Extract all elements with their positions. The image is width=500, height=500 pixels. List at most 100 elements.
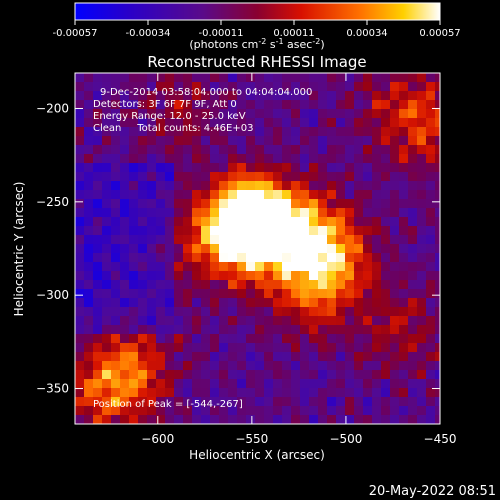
- heatmap-cell: [147, 136, 156, 145]
- heatmap-cell: [336, 289, 345, 298]
- heatmap-cell: [354, 163, 363, 172]
- heatmap-cell: [84, 154, 93, 163]
- heatmap-cell: [372, 235, 381, 244]
- heatmap-cell: [300, 406, 309, 415]
- heatmap-cell: [363, 415, 372, 424]
- heatmap-cell: [363, 145, 372, 154]
- heatmap-cell: [300, 91, 309, 100]
- colorbar-label: (photons cm-2 s-1 asec-2): [189, 37, 324, 51]
- heatmap-cell: [129, 253, 138, 262]
- heatmap-cell: [282, 343, 291, 352]
- heatmap-cell: [363, 244, 372, 253]
- heatmap-cell: [399, 406, 408, 415]
- heatmap-cell: [345, 406, 354, 415]
- heatmap-cell: [129, 73, 138, 82]
- heatmap-cell: [210, 334, 219, 343]
- heatmap-cell: [327, 118, 336, 127]
- heatmap-cell: [111, 163, 120, 172]
- heatmap-cell: [174, 136, 183, 145]
- heatmap-cell: [390, 217, 399, 226]
- heatmap-cell: [183, 415, 192, 424]
- heatmap-cell: [318, 397, 327, 406]
- heatmap-cell: [237, 163, 246, 172]
- heatmap-cell: [363, 334, 372, 343]
- heatmap-cell: [219, 406, 228, 415]
- heatmap-cell: [165, 136, 174, 145]
- heatmap-cell: [408, 154, 417, 163]
- heatmap-cell: [183, 172, 192, 181]
- heatmap-cell: [399, 235, 408, 244]
- heatmap-cell: [345, 343, 354, 352]
- heatmap-cell: [228, 352, 237, 361]
- heatmap-cell: [129, 352, 138, 361]
- heatmap-cell: [300, 379, 309, 388]
- heatmap-cell: [390, 298, 399, 307]
- heatmap-cell: [327, 235, 336, 244]
- heatmap-cell: [363, 343, 372, 352]
- heatmap-cell: [210, 307, 219, 316]
- heatmap-cell: [327, 415, 336, 424]
- heatmap-cell: [129, 415, 138, 424]
- heatmap-cell: [273, 289, 282, 298]
- heatmap-cell: [390, 172, 399, 181]
- heatmap-cell: [300, 145, 309, 154]
- heatmap-cell: [273, 91, 282, 100]
- heatmap-cell: [264, 136, 273, 145]
- heatmap-cell: [228, 316, 237, 325]
- heatmap-cell: [246, 388, 255, 397]
- info-line: Clean Total counts: 4.46E+03: [93, 123, 253, 134]
- heatmap-cell: [309, 199, 318, 208]
- heatmap-cell: [435, 388, 440, 397]
- heatmap-cell: [255, 415, 264, 424]
- heatmap-cell: [210, 406, 219, 415]
- heatmap-cell: [381, 82, 390, 91]
- heatmap-cell: [84, 91, 93, 100]
- heatmap-cell: [345, 172, 354, 181]
- heatmap-cell: [363, 298, 372, 307]
- heatmap-cell: [264, 226, 273, 235]
- y-tick-label: −200: [36, 101, 69, 115]
- heatmap-cell: [228, 370, 237, 379]
- heatmap-cell: [426, 181, 435, 190]
- heatmap-cell: [264, 334, 273, 343]
- heatmap-cell: [237, 226, 246, 235]
- heatmap-cell: [111, 253, 120, 262]
- heatmap-cell: [345, 280, 354, 289]
- heatmap-cell: [291, 163, 300, 172]
- heatmap-cell: [390, 91, 399, 100]
- heatmap-cell: [408, 415, 417, 424]
- heatmap-cell: [210, 361, 219, 370]
- heatmap-cell: [372, 307, 381, 316]
- heatmap-cell: [372, 388, 381, 397]
- heatmap-cell: [255, 208, 264, 217]
- heatmap-cell: [192, 172, 201, 181]
- heatmap-cell: [129, 271, 138, 280]
- heatmap-cell: [111, 145, 120, 154]
- heatmap-cell: [390, 280, 399, 289]
- heatmap-cell: [309, 289, 318, 298]
- heatmap-cell: [417, 226, 426, 235]
- heatmap-cell: [345, 91, 354, 100]
- heatmap-cell: [390, 118, 399, 127]
- heatmap-cell: [363, 406, 372, 415]
- heatmap-cell: [417, 406, 426, 415]
- heatmap-cell: [336, 325, 345, 334]
- heatmap-cell: [309, 388, 318, 397]
- heatmap-cell: [273, 82, 282, 91]
- heatmap-cell: [300, 73, 309, 82]
- heatmap-cell: [120, 244, 129, 253]
- heatmap-cell: [255, 190, 264, 199]
- heatmap-cell: [102, 181, 111, 190]
- heatmap-cell: [201, 181, 210, 190]
- heatmap-cell: [201, 406, 210, 415]
- heatmap-cell: [93, 163, 102, 172]
- heatmap-cell: [174, 172, 183, 181]
- heatmap-cell: [120, 136, 129, 145]
- heatmap-cell: [336, 244, 345, 253]
- heatmap-cell: [309, 118, 318, 127]
- heatmap-cell: [165, 118, 174, 127]
- heatmap-cell: [354, 82, 363, 91]
- heatmap-cell: [192, 244, 201, 253]
- heatmap-cell: [237, 406, 246, 415]
- heatmap-cell: [165, 289, 174, 298]
